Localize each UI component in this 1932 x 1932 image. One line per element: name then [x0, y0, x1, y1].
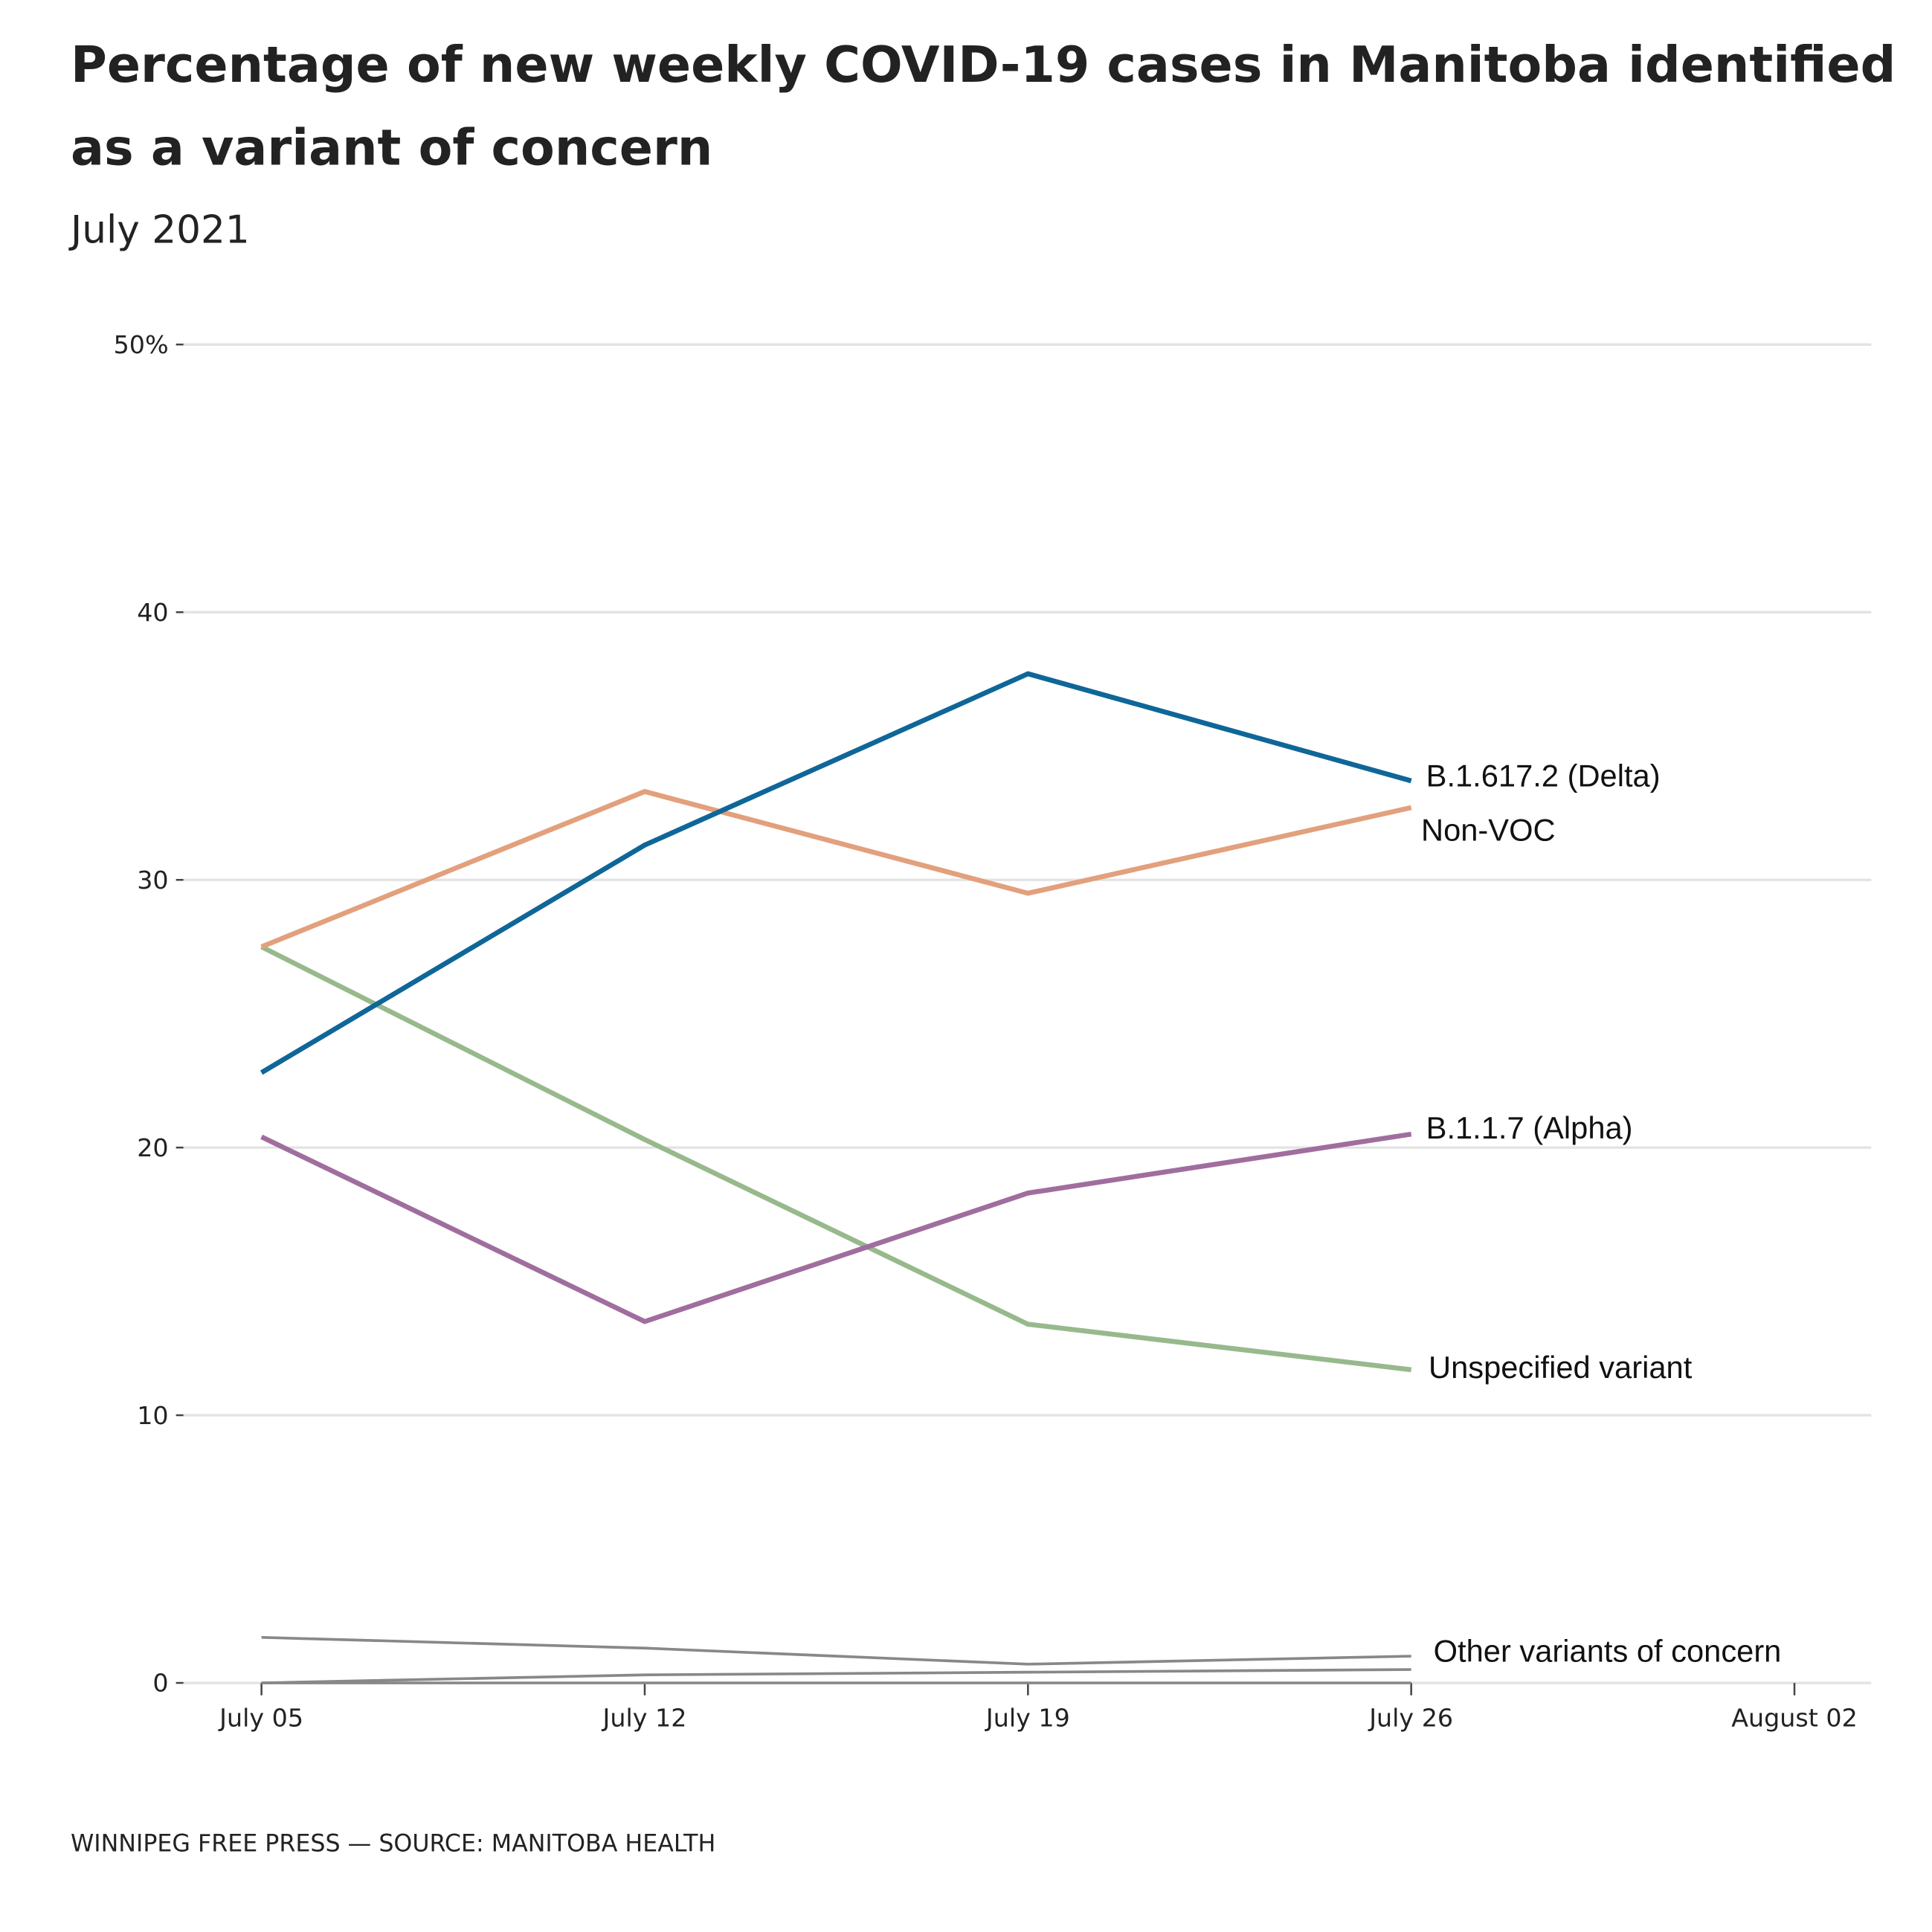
chart-subtitle: July 2021	[68, 208, 250, 253]
y-axis: 0 10 20 30 40 50%	[114, 330, 184, 1698]
series-label-0: B.1.617.2 (Delta)	[1426, 759, 1661, 793]
x-axis: July 05 July 12 July 19 July 26 August 02	[218, 1683, 1858, 1732]
series-line-5	[261, 1668, 1411, 1684]
series-label-4: Other variants of concern	[1434, 1634, 1782, 1669]
series-label-2: B.1.1.7 (Alpha)	[1426, 1110, 1633, 1145]
series-labels: Other variants of concern Unspecified var…	[1421, 759, 1781, 1669]
y-tick-label: 30	[137, 866, 168, 895]
y-tick-label: 0	[152, 1669, 168, 1698]
x-tick-label: August 02	[1731, 1703, 1858, 1732]
series-line-3	[260, 944, 1412, 1373]
x-tick-label: July 12	[602, 1703, 687, 1732]
y-tick-label: 20	[137, 1133, 168, 1162]
x-tick-label: July 26	[1368, 1703, 1453, 1732]
series-line-0	[260, 671, 1412, 1075]
gridlines	[183, 343, 1872, 1684]
x-tick-label: July 05	[218, 1703, 303, 1732]
series-line-2	[260, 1131, 1412, 1324]
series-label-1: Non-VOC	[1421, 812, 1556, 847]
series-line-4	[261, 1636, 1411, 1666]
series-line-1	[260, 789, 1412, 950]
source-credit: WINNIPEG FREE PRESS — SOURCE: MANITOBA H…	[71, 1831, 715, 1858]
x-tick-label: July 19	[985, 1703, 1070, 1732]
chart-title-line-2: as a variant of concern	[71, 119, 712, 177]
y-tick-label: 10	[137, 1401, 168, 1430]
y-tick-label: 40	[137, 598, 168, 627]
chart-title-line-1: Percentage of new weekly COVID-19 cases …	[71, 36, 1896, 94]
series-lines	[260, 671, 1412, 1684]
series-label-3: Unspecified variant	[1429, 1350, 1693, 1385]
y-tick-label: 50%	[114, 330, 169, 359]
